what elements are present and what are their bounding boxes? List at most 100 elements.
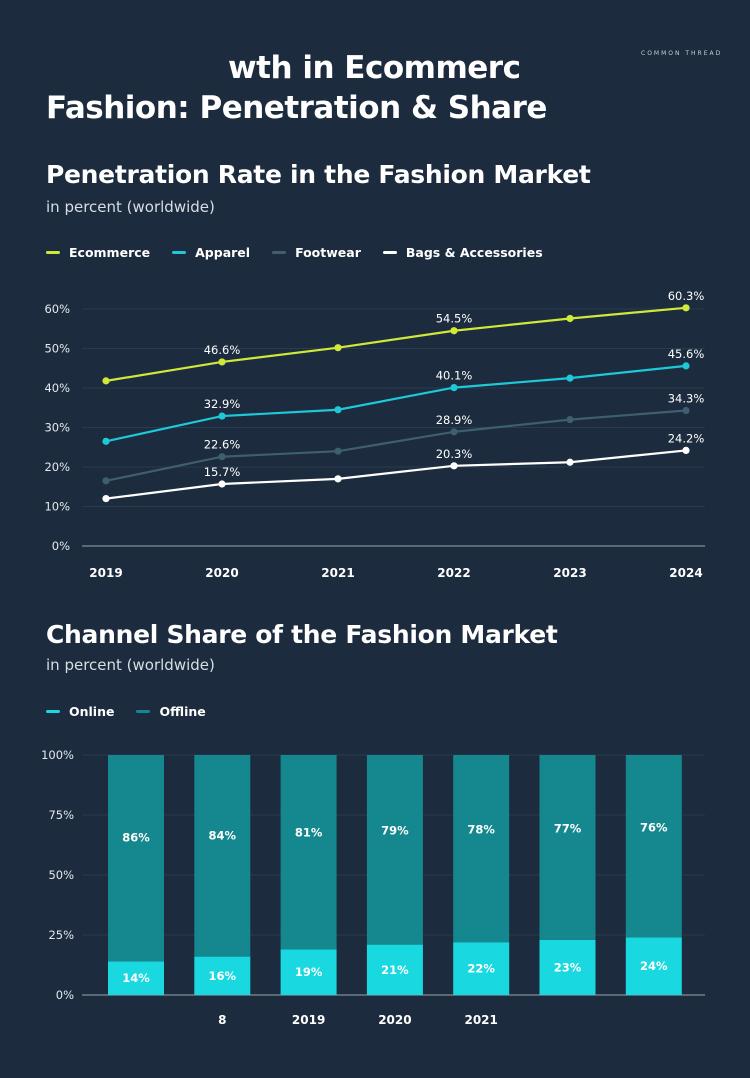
data-point-footwear (450, 428, 458, 436)
data-point-bags-accessories (102, 495, 110, 503)
data-point-apparel (102, 437, 110, 445)
bar-segment-offline (280, 755, 337, 950)
x-tick-label: 2019 (89, 566, 122, 580)
legend-label: Footwear (295, 245, 361, 260)
page-title-line-1: wth in Ecommerc (228, 50, 521, 86)
legend-label: Apparel (195, 245, 251, 260)
x-tick-label: 2022 (437, 566, 470, 580)
bar-label-online: 24% (640, 959, 668, 973)
x-tick-label: 2021 (321, 566, 354, 580)
data-point-bags-accessories (450, 462, 458, 470)
data-point-ecommerce (218, 358, 226, 366)
legend-item-apparel: Apparel (172, 245, 250, 260)
legend-label: Ecommerce (69, 245, 151, 260)
data-label-ecommerce: 54.5% (436, 312, 473, 326)
bar-segment-offline (108, 755, 164, 962)
y-tick-label: 25% (48, 928, 74, 942)
x-tick-label: 2020 (205, 566, 238, 580)
series-line-apparel (105, 364, 687, 443)
legend-label: Online (69, 704, 115, 719)
page-title-line-2: Fashion: Penetration & Share (46, 90, 547, 126)
bar-label-offline: 86% (122, 831, 150, 845)
y-tick-label: 60% (44, 302, 70, 316)
legend-swatch (46, 710, 60, 713)
y-tick-label: 50% (44, 342, 70, 356)
bar-segment-offline (539, 755, 596, 940)
channel-bar-chart: 0% 25% 50% 75% 100% 14% 86% 16% 84% 8 19% 81% 2019 21… (41, 748, 705, 1027)
bar-segment-online (280, 949, 337, 995)
bar-segment-online (366, 944, 423, 995)
data-point-footwear (218, 453, 226, 461)
x-tick-label: 8 (218, 1013, 226, 1027)
bar-label-offline: 81% (295, 826, 323, 840)
legend-item-footwear: Footwear (272, 245, 361, 260)
legend-label: Bags & Accessories (405, 245, 543, 260)
data-label-ecommerce: 46.6% (204, 343, 241, 357)
data-point-ecommerce (682, 304, 690, 312)
data-point-ecommerce (450, 327, 458, 335)
series-line-bags-accessories (105, 449, 687, 500)
data-point-ecommerce (334, 344, 342, 352)
data-point-apparel (334, 406, 342, 414)
data-point-bags-accessories (218, 480, 226, 488)
bar-label-online: 22% (467, 962, 495, 976)
x-tick-label: 2024 (669, 566, 702, 580)
y-tick-label: 0% (56, 988, 74, 1002)
y-tick-label: 75% (48, 808, 74, 822)
data-point-footwear (566, 416, 574, 424)
y-tick-label: 30% (44, 421, 70, 435)
data-point-apparel (566, 374, 574, 382)
data-point-apparel (450, 384, 458, 392)
bar-segment-offline (453, 755, 510, 943)
data-label-footwear: 34.3% (668, 392, 705, 406)
data-point-footwear (334, 447, 342, 455)
bar-segment-online (108, 961, 164, 995)
bar-label-offline: 77% (554, 822, 582, 836)
penetration-legend: Ecommerce Apparel Footwear Bags & Accessori… (46, 245, 543, 260)
data-label-apparel: 40.1% (436, 369, 473, 383)
legend-swatch (46, 251, 60, 254)
data-label-bags-accessories: 15.7% (204, 465, 241, 479)
penetration-line-chart: 0% 10% 20% 30% 40% 50% 60% 2019 2020 2021 2022 2023… (44, 289, 705, 580)
data-point-bags-accessories (334, 475, 342, 483)
bar-segment-offline (366, 755, 423, 945)
bar-label-online: 19% (295, 965, 323, 979)
data-label-footwear: 28.9% (436, 413, 473, 427)
bar-segment-online (453, 942, 510, 995)
series-line-ecommerce (105, 306, 687, 382)
bar-segment-offline (625, 755, 682, 938)
bar-label-offline: 76% (640, 821, 668, 835)
data-point-footwear (102, 477, 110, 485)
penetration-chart-subtitle: in percent (worldwide) (46, 198, 215, 216)
x-tick-label: 2020 (378, 1013, 411, 1027)
legend-item-ecommerce: Ecommerce (46, 245, 150, 260)
data-point-apparel (682, 362, 690, 370)
legend-swatch (382, 251, 397, 254)
brand-logo-text: COMMON THREAD (641, 50, 723, 57)
data-point-bags-accessories (566, 458, 574, 466)
y-tick-label: 50% (48, 868, 74, 882)
data-point-ecommerce (566, 314, 574, 323)
legend-swatch (136, 710, 151, 713)
data-point-bags-accessories (682, 446, 690, 455)
data-label-ecommerce: 60.3% (668, 289, 705, 303)
bar-label-offline: 79% (381, 824, 409, 838)
channel-legend: Online Offline (46, 704, 206, 719)
penetration-chart-title: Penetration Rate in the Fashion Market (46, 160, 591, 189)
data-label-footwear: 22.6% (204, 438, 241, 452)
data-point-apparel (218, 412, 226, 420)
bar-label-online: 23% (554, 960, 582, 974)
legend-swatch (172, 251, 187, 254)
bar-label-online: 16% (209, 969, 237, 983)
bar-label-offline: 78% (467, 823, 495, 837)
legend-item-offline: Offline (136, 704, 206, 719)
channel-chart-title: Channel Share of the Fashion Market (46, 620, 558, 649)
legend-label: Offline (159, 704, 206, 719)
bar-segment-online (539, 939, 596, 995)
y-tick-label: 100% (41, 748, 74, 762)
y-tick-label: 20% (44, 460, 70, 474)
legend-item-bags-accessories: Bags & Accessories (382, 245, 543, 260)
y-tick-label: 10% (44, 500, 70, 514)
bar-segment-online (194, 956, 251, 995)
y-tick-label: 40% (44, 381, 70, 395)
